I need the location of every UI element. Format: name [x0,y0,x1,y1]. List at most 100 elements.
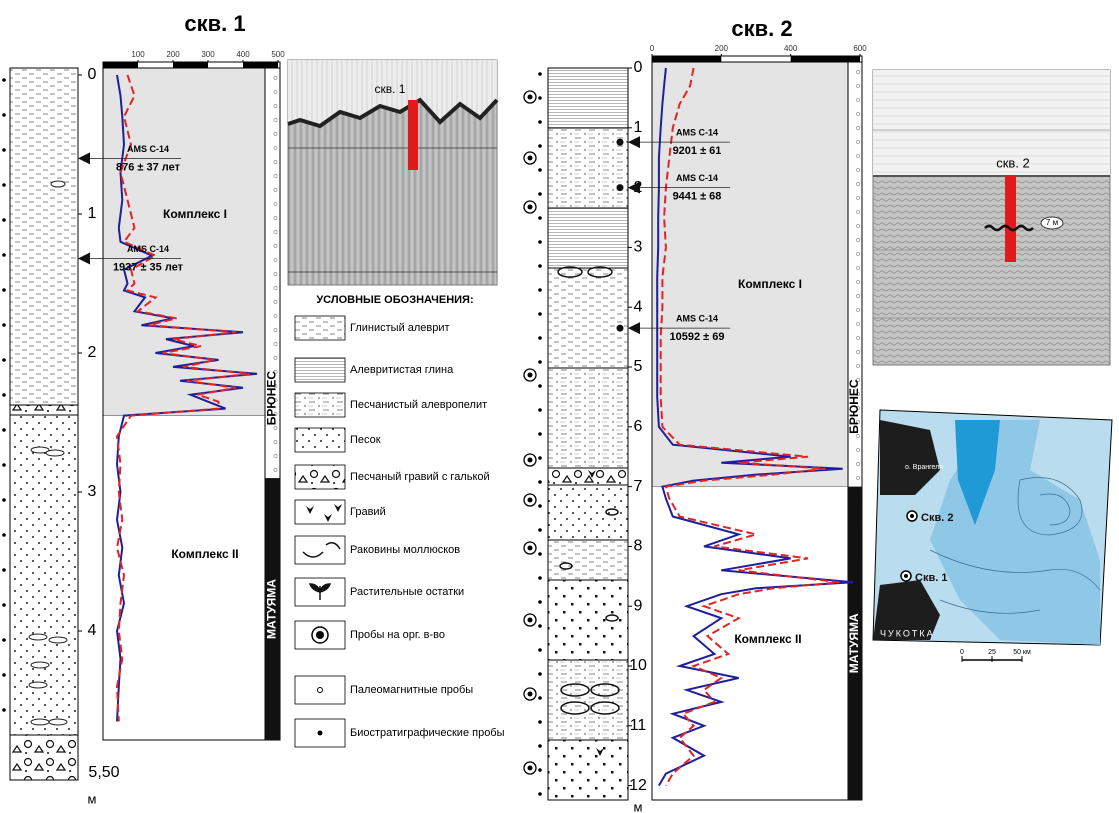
sample-marker [2,78,6,82]
scale-segment [243,62,278,68]
sample-marker [538,336,542,340]
sample-marker [538,528,542,532]
legend-label: Пробы на орг. в-во [350,629,445,641]
date-arrowhead [78,252,90,264]
complex-label: Комплекс II [734,632,801,646]
legend-label: Песок [350,434,381,446]
legend-title: УСЛОВНЫЕ ОБОЗНАЧЕНИЯ: [316,294,473,306]
date-method: AMS C-14 [676,128,718,138]
depth-label: 10 [629,657,647,674]
scale-label: 50 км [1013,649,1031,656]
sample-marker [528,205,533,210]
date-age: 1937 ± 35 лет [113,261,184,273]
sample-marker [538,240,542,244]
sample-marker [2,568,6,572]
sample-marker [528,618,533,623]
polarity-label: МАТУЯМА [265,579,279,639]
depth-label: 1 [634,119,643,136]
depth-label: 12 [629,777,647,794]
sample-marker [538,168,542,172]
x-tick-label: 200 [715,44,729,53]
figure: скв. 1 7 м скв. 2 о. Врангеля Скв. 2 Скв… [0,0,1119,813]
x-tick-label: 300 [201,50,215,59]
depth-label: 11 [630,717,647,734]
sample-marker [2,498,6,502]
sample-marker [2,463,6,467]
map-label: о. Врангеля [905,464,943,471]
date-method: AMS C-14 [127,244,169,254]
depth-label: 5 [634,358,643,375]
legend-label: Растительные остатки [350,586,464,598]
sample-marker [2,113,6,117]
legend-label: Биостратиграфические пробы [350,727,505,739]
sample-marker [2,708,6,712]
sample-marker [528,95,533,100]
date-method: AMS C-14 [676,314,718,324]
date-age: 876 ± 37 лет [116,161,181,173]
scale-segment [652,56,721,62]
sample-marker [538,696,542,700]
sample-marker [528,546,533,551]
lithology-column [10,68,78,780]
sample-marker [538,504,542,508]
sample-marker [528,156,533,161]
depth-label: 7 [634,478,643,495]
depth-label: 1 [88,205,97,222]
sample-marker [538,264,542,268]
legend-label: Песчанистый алевропелит [350,399,487,411]
depth-label: 7 м [1046,218,1058,227]
complex-region [652,62,848,487]
map-label: ЧУКОТКА [880,628,935,638]
date-point [617,325,624,332]
location-map: о. Врангеля Скв. 2 Скв. 1 ЧУКОТКА [873,410,1112,645]
depth-label: 0 [634,59,643,76]
depth-label: 2 [88,344,97,361]
map-label: Скв. 1 [915,572,947,584]
sample-marker [2,533,6,537]
x-tick-label: 600 [853,44,867,53]
sample-marker [528,373,533,378]
sample-marker [538,384,542,388]
sample-marker [538,144,542,148]
sample-marker [2,638,6,642]
sample-marker [538,672,542,676]
sample-marker [538,600,542,604]
sample-marker [528,692,533,697]
sample-marker [538,192,542,196]
well-title: скв. 1 [184,11,245,36]
seismic-profile: 7 м скв. 2 [873,70,1110,365]
x-tick-label: 100 [131,50,145,59]
sample-marker [538,768,542,772]
sample-marker [528,458,533,463]
sample-marker [538,480,542,484]
sample-marker [2,218,6,222]
legend-label: Песчаный гравий с галькой [350,471,490,483]
sample-marker [538,576,542,580]
date-method: AMS C-14 [127,144,169,154]
date-arrowhead [628,322,640,334]
date-age: 9441 ± 68 [673,191,722,203]
sample-marker [538,792,542,796]
depth-unit: м [88,791,97,806]
sample-marker [2,323,6,327]
seismic-profile: скв. 1 [288,60,497,285]
sample-marker [2,603,6,607]
sample-marker [2,358,6,362]
x-tick-label: 400 [784,44,798,53]
sample-marker [528,498,533,503]
map-label: Скв. 2 [921,512,953,524]
sample-marker [538,96,542,100]
sample-marker [538,552,542,556]
complex-label: Комплекс II [171,547,238,561]
date-arrowhead [78,152,90,164]
legend-label: Глинистый алеврит [350,322,450,334]
polarity-label: БРЮНЕС [265,371,279,426]
sample-marker [538,120,542,124]
x-tick-label: 200 [166,50,180,59]
date-point [617,139,624,146]
scale-label: 0 [960,649,964,656]
scale-segment [791,56,860,62]
legend-label: Алевритистая глина [350,364,454,376]
date-age: 9201 ± 61 [673,145,722,157]
x-tick-label: 400 [236,50,250,59]
